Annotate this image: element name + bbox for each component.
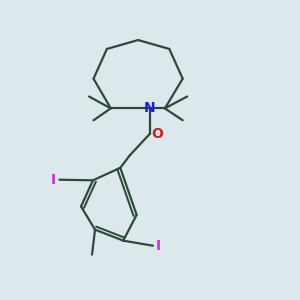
Text: I: I <box>156 239 161 253</box>
Text: N: N <box>144 101 156 116</box>
Text: O: O <box>151 127 163 141</box>
Text: I: I <box>51 173 56 187</box>
